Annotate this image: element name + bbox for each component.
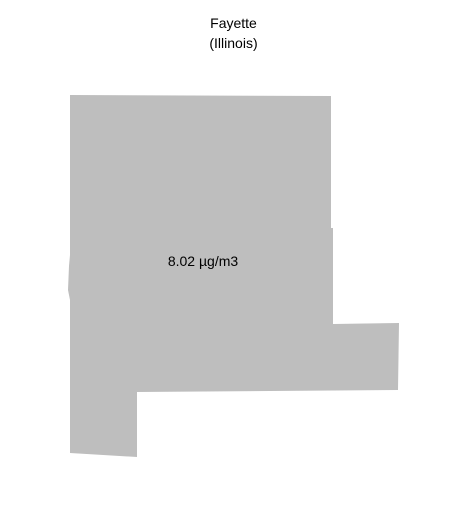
map-title: Fayette xyxy=(210,15,257,31)
map-subtitle: (Illinois) xyxy=(209,35,258,51)
county-value-label: 8.02 µg/m3 xyxy=(168,253,239,269)
county-region-fayette[interactable] xyxy=(68,95,399,457)
map-title-block: Fayette (Illinois) xyxy=(0,13,467,53)
